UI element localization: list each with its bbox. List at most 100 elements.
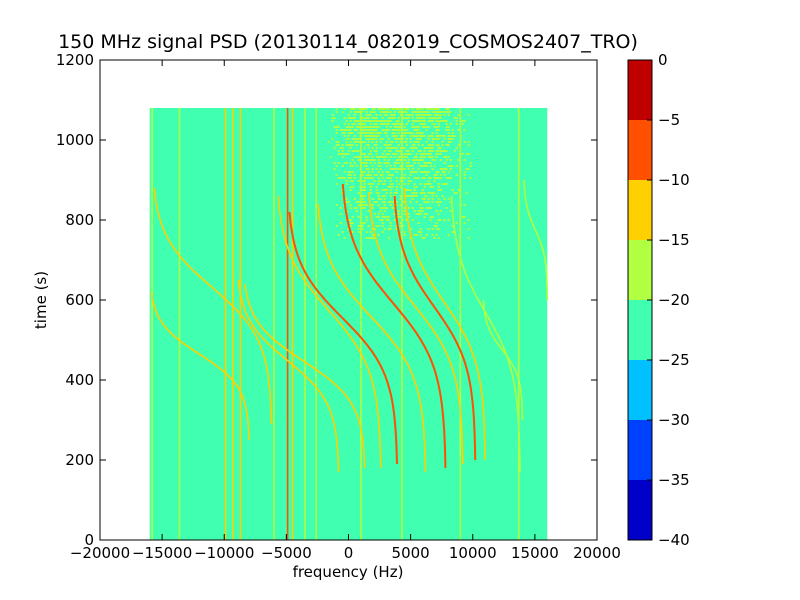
noise-cell (403, 153, 406, 155)
noise-cell (395, 192, 398, 194)
noise-cell (405, 129, 408, 131)
noise-cell (437, 120, 440, 122)
noise-cell (363, 135, 366, 137)
noise-cell (445, 123, 448, 125)
noise-cell (363, 120, 366, 122)
noise-cell (433, 108, 436, 110)
noise-cell (419, 117, 422, 119)
noise-cell (381, 120, 384, 122)
noise-cell (381, 108, 384, 110)
noise-cell (417, 138, 420, 140)
noise-cell (385, 177, 388, 179)
noise-cell (423, 183, 426, 185)
noise-cell (423, 114, 426, 116)
noise-cell (437, 237, 440, 239)
noise-cell (383, 111, 386, 113)
noise-cell (365, 168, 368, 170)
noise-cell (425, 213, 428, 215)
noise-cell (431, 138, 434, 140)
noise-cell (373, 228, 376, 230)
noise-cell (345, 129, 348, 131)
noise-cell (397, 111, 400, 113)
noise-cell (393, 135, 396, 137)
noise-cell (387, 147, 390, 149)
noise-cell (397, 159, 400, 161)
noise-cell (385, 153, 388, 155)
noise-cell (375, 129, 378, 131)
noise-cell (387, 237, 390, 239)
noise-cell (417, 108, 420, 110)
noise-cell (365, 108, 368, 110)
noise-cell (355, 165, 358, 167)
noise-cell (373, 237, 376, 239)
noise-cell (365, 165, 368, 167)
noise-cell (439, 159, 442, 161)
noise-cell (411, 132, 414, 134)
noise-cell (415, 147, 418, 149)
noise-cell (371, 108, 374, 110)
noise-cell (395, 228, 398, 230)
noise-cell (363, 171, 366, 173)
noise-cell (435, 174, 438, 176)
noise-cell (411, 117, 414, 119)
noise-cell (453, 150, 456, 152)
noise-cell (447, 135, 450, 137)
noise-cell (433, 123, 436, 125)
noise-cell (391, 201, 394, 203)
noise-cell (363, 162, 366, 164)
noise-cell (421, 177, 424, 179)
noise-cell (369, 153, 372, 155)
noise-cell (393, 129, 396, 131)
noise-cell (397, 144, 400, 146)
noise-cell (407, 183, 410, 185)
colorbar-tick-label: −30 (658, 411, 690, 429)
noise-cell (435, 150, 438, 152)
noise-cell (419, 153, 422, 155)
noise-cell (383, 207, 386, 209)
noise-cell (437, 126, 440, 128)
noise-cell (389, 189, 392, 191)
noise-cell (361, 171, 364, 173)
noise-cell (445, 156, 448, 158)
noise-cell (407, 216, 410, 218)
noise-cell (397, 117, 400, 119)
noise-cell (405, 138, 408, 140)
noise-cell (385, 144, 388, 146)
noise-cell (375, 123, 378, 125)
noise-cell (347, 135, 350, 137)
noise-cell (351, 132, 354, 134)
noise-cell (351, 180, 354, 182)
noise-cell (371, 159, 374, 161)
noise-cell (389, 225, 392, 227)
noise-cell (335, 129, 338, 131)
noise-cell (429, 192, 432, 194)
noise-cell (443, 219, 446, 221)
noise-cell (439, 147, 442, 149)
x-axis-ticks: −20000 −15000 −10000 −5000 0 5000 10000 15000 20… (70, 60, 621, 562)
noise-cell (365, 138, 368, 140)
noise-cell (451, 132, 454, 134)
noise-cell (337, 126, 340, 128)
noise-cell (425, 114, 428, 116)
noise-cell (431, 195, 434, 197)
noise-cell (419, 204, 422, 206)
noise-cell (417, 135, 420, 137)
noise-cell (407, 120, 410, 122)
noise-cell (367, 168, 370, 170)
noise-cell (415, 126, 418, 128)
noise-cell (353, 114, 356, 116)
noise-cell (429, 120, 432, 122)
noise-cell (393, 162, 396, 164)
noise-cell (413, 234, 416, 236)
noise-cell (377, 204, 380, 206)
noise-cell (343, 162, 346, 164)
noise-cell (413, 195, 416, 197)
noise-cell (433, 159, 436, 161)
noise-cell (453, 117, 456, 119)
noise-cell (343, 108, 346, 110)
noise-cell (387, 123, 390, 125)
noise-cell (461, 123, 464, 125)
noise-cell (421, 237, 424, 239)
noise-cell (455, 120, 458, 122)
noise-cell (399, 108, 402, 110)
